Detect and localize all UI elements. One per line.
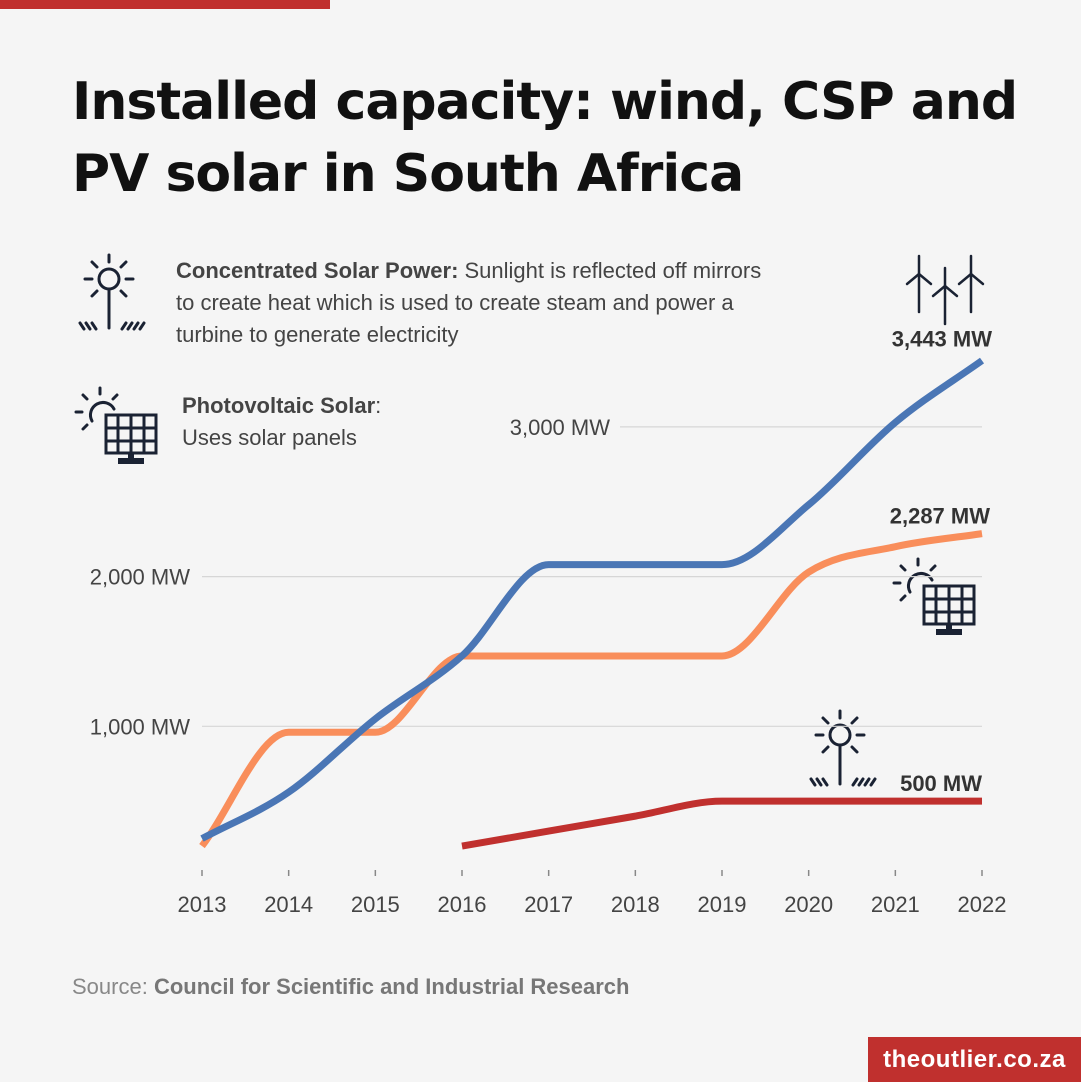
legend-csp-text: Concentrated Solar Power: Sunlight is re… <box>176 255 776 351</box>
series-lines <box>199 357 985 850</box>
sun-mirror-icon <box>78 253 146 331</box>
gridlines: 1,000 MW 2,000 MW 3,000 MW <box>90 415 982 739</box>
csp-series-icon <box>809 709 877 787</box>
wind-turbine-icon <box>905 254 985 326</box>
x-tick-label: 2022 <box>958 892 1007 917</box>
x-tick-label: 2021 <box>871 892 920 917</box>
data-labels: 2,287 MW 500 MW 3,443 MW <box>890 327 992 797</box>
x-tick-label: 2018 <box>611 892 660 917</box>
brand-badge[interactable]: theoutlier.co.za <box>868 1037 1081 1082</box>
x-axis: 2013 2014 2015 2016 2017 2018 2019 2020 2021 2022 <box>178 870 1007 917</box>
x-tick-label: 2016 <box>438 892 487 917</box>
data-label-wind: 3,443 MW <box>892 327 992 352</box>
solar-panel-icon <box>74 386 158 464</box>
pv-series-icon <box>892 557 976 635</box>
legend-pv-name: Photovoltaic Solar <box>182 393 376 418</box>
x-tick-label: 2017 <box>524 892 573 917</box>
chart-title: Installed capacity: wind, CSP and PV sol… <box>72 72 1018 204</box>
source-prefix: Source: <box>72 974 154 999</box>
series-line-wind <box>200 357 985 842</box>
data-label-csp: 500 MW <box>900 771 982 796</box>
top-accent-bar <box>0 0 330 9</box>
y-tick-label: 3,000 MW <box>510 415 610 440</box>
legend-csp-description: Sunlight is reflected off mirrors to cre… <box>176 258 762 347</box>
y-tick-label: 2,000 MW <box>90 565 190 590</box>
data-label-pv: 2,287 MW <box>890 504 990 529</box>
legend-pv-text: Photovoltaic Solar: Uses solar panels <box>182 390 482 454</box>
series-line-pv <box>199 530 983 849</box>
legend-pv-colon: : <box>375 393 382 418</box>
source-note: Source: Council for Scientific and Indus… <box>72 974 629 1000</box>
x-tick-label: 2014 <box>264 892 313 917</box>
x-tick-label: 2019 <box>698 892 747 917</box>
legend-pv-description: Uses solar panels <box>182 425 357 450</box>
legend-csp-name: Concentrated Solar Power: <box>176 258 459 283</box>
x-tick-label: 2013 <box>178 892 227 917</box>
source-name: Council for Scientific and Industrial Re… <box>153 974 630 999</box>
x-tick-label: 2020 <box>784 892 833 917</box>
y-tick-label: 1,000 MW <box>90 714 190 739</box>
x-tick-label: 2015 <box>351 892 400 917</box>
series-line-csp <box>461 797 982 850</box>
